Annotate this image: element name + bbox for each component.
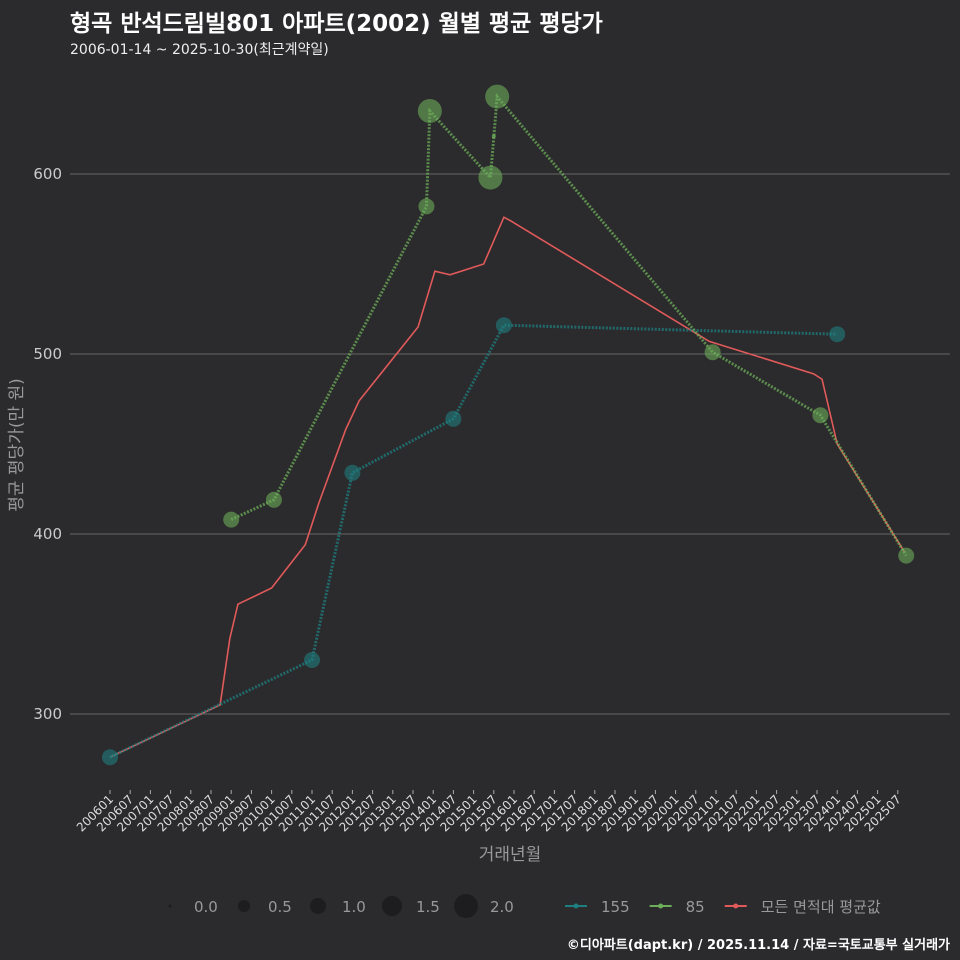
data-point-85: [898, 547, 915, 564]
data-point-85: [491, 134, 496, 139]
size-legend-label: 0.5: [268, 898, 292, 916]
data-point-85: [704, 344, 721, 361]
chart-subtitle: 2006-01-14 ~ 2025-10-30(최근계약일): [70, 42, 329, 58]
y-tick-label: 300: [33, 705, 62, 723]
series-line-average: [109, 216, 906, 758]
legend-label: 155: [601, 898, 630, 916]
data-point-85: [485, 84, 510, 109]
series-line-155: [109, 323, 838, 759]
x-axis-label: 거래년월: [479, 845, 542, 865]
y-tick-label: 400: [33, 525, 62, 543]
y-tick-label: 600: [33, 165, 62, 183]
chart-title: 형곡 반석드림빌801 아파트(2002) 월별 평균 평당가: [70, 11, 603, 37]
data-point-155: [829, 326, 846, 343]
size-legend-label: 1.5: [416, 898, 440, 916]
size-legend-dot: [168, 904, 172, 908]
size-legend-dot: [310, 898, 326, 914]
size-legend-label: 0.0: [194, 898, 218, 916]
size-legend-label: 1.0: [342, 898, 366, 916]
series-line-85: [230, 92, 908, 557]
data-point-155: [304, 652, 320, 668]
data-point-85: [223, 511, 240, 528]
data-point-155: [445, 410, 462, 427]
size-legend-dot: [382, 896, 402, 916]
y-tick-label: 500: [33, 345, 62, 363]
data-point-155: [495, 317, 512, 334]
data-point-85: [265, 491, 282, 508]
data-point-85: [812, 407, 829, 424]
legend-label: 모든 면적대 평균값: [761, 898, 881, 916]
data-point-85: [418, 198, 435, 215]
legend-dot: [733, 903, 739, 909]
data-point-155: [344, 464, 361, 481]
size-legend-dot: [238, 900, 250, 912]
legend-label: 85: [686, 898, 705, 916]
size-legend-dot: [454, 894, 478, 918]
size-legend-label: 2.0: [490, 898, 514, 916]
credit: ©디아파트(dapt.kr) / 2025.11.14 / 자료=국토교통부 실…: [566, 938, 950, 953]
data-point-85: [478, 165, 503, 190]
y-axis-label: 평균 평당가(만 원): [7, 378, 27, 512]
legend-dot: [573, 903, 579, 909]
data-point-155: [102, 749, 118, 766]
data-point-85: [417, 99, 442, 123]
legend-dot: [658, 903, 664, 909]
